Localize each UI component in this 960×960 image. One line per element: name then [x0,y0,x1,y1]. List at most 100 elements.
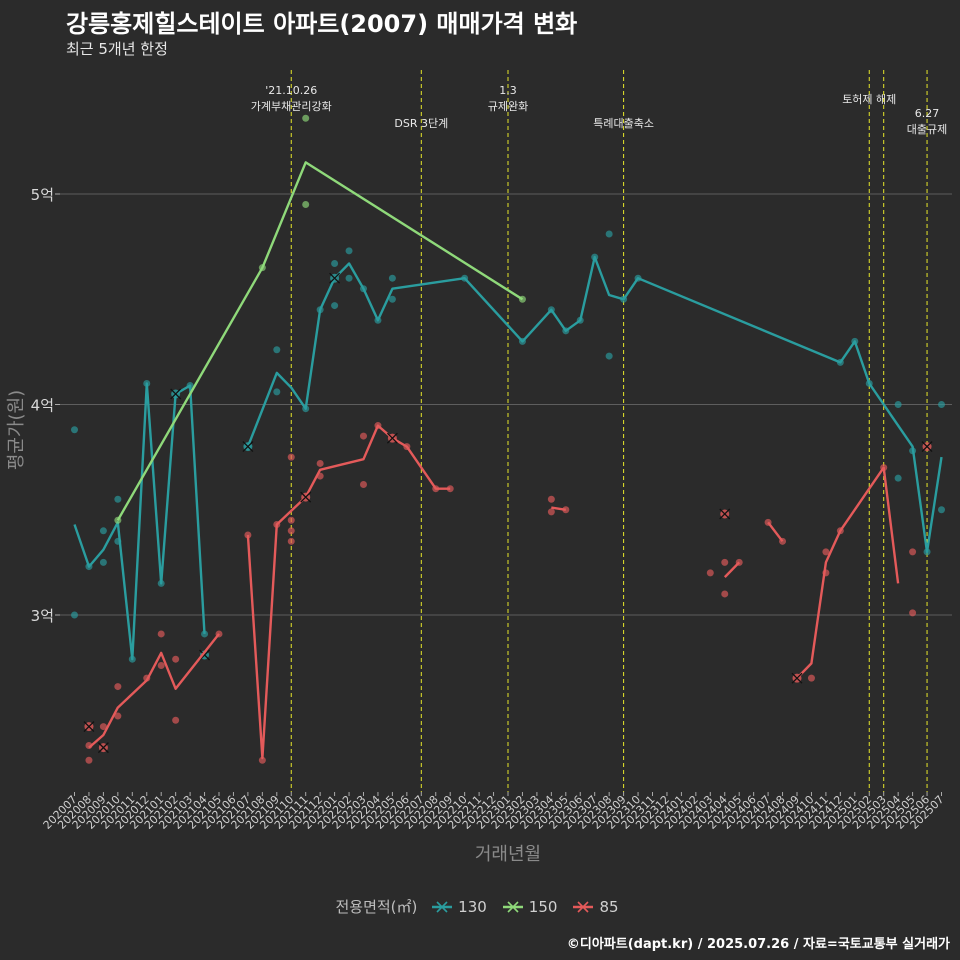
data-point [172,716,180,724]
data-point [938,401,945,408]
grid-lines [60,193,952,616]
data-point [345,274,353,282]
legend-swatch [573,901,594,913]
data-point [85,756,93,764]
series-150 [114,114,526,524]
event-annotation: 규제완화 [488,100,528,113]
data-point [721,558,729,566]
data-point [331,259,339,267]
data-point [302,114,310,122]
series-line [246,424,451,760]
data-point [99,723,107,731]
cross-marker [719,508,731,520]
data-point [99,558,107,566]
cross-marker [329,272,341,284]
cross-marker [921,441,933,453]
data-point [388,295,396,303]
data-point [894,474,902,482]
data-point [287,527,295,535]
data-point [331,302,339,310]
data-point [157,662,165,670]
data-point [360,432,367,440]
data-point [345,247,353,255]
data-point [360,480,367,488]
series-layer [71,114,945,764]
series-line [88,633,220,749]
data-point [938,506,945,514]
data-point [71,426,78,434]
legend: 전용면적(㎡) 130 150 85 [0,896,960,917]
cross-marker [242,441,254,453]
cross-marker [170,388,182,400]
event-annotation: DSR 3단계 [394,117,448,130]
data-point [909,548,917,556]
event-annotation: 토허제 해제 [842,92,896,106]
event-annotation: 가계부채관리강화 [251,100,332,113]
data-point [114,712,122,720]
data-point [114,495,122,503]
page-title: 강릉홍제힐스테이트 아파트(2007) 매매가격 변화 [66,10,578,38]
data-point [547,495,555,503]
series-130 [71,230,945,663]
series-line [796,466,900,679]
y-tick-label-1: 4억 [31,397,54,415]
data-point [114,683,122,691]
series-line [246,255,943,554]
data-point [894,401,902,408]
y-tick-label-2: 5억 [31,186,54,204]
data-point [388,274,396,282]
event-annotation: 6.27 [915,107,940,120]
legend-swatch [432,901,453,913]
legend-title: 전용면적(㎡) [335,898,418,916]
data-point [316,459,324,467]
series-line [767,521,784,543]
data-point [273,388,281,396]
source-caption: ©디아파트(dapt.kr) / 2025.07.26 / 자료=국토교통부 실… [566,937,950,952]
data-point [822,548,830,556]
series-line [73,382,206,661]
data-point [605,352,613,360]
data-point [605,230,613,238]
data-point [258,756,266,764]
event-annotation: 특례대출축소 [593,117,654,130]
data-point [547,508,555,516]
series-85 [83,422,933,764]
data-point [99,527,107,535]
page-subtitle: 최근 5개년 한정 [66,40,168,58]
data-point [807,674,815,682]
data-point [287,537,295,545]
legend-keys: 130 150 85 [422,897,624,916]
legend-item-150: 150 [501,897,564,916]
data-point [909,609,917,617]
event-annotation: 대출규제 [907,123,947,136]
series-line [116,161,524,521]
cross-marker [199,649,211,661]
data-point [201,630,209,638]
series-line [723,561,741,578]
event-annotation: 1.3 [499,84,517,97]
data-point [721,590,729,598]
legend-label: 130 [458,897,487,916]
legend-label: 150 [528,897,558,916]
x-axis-label: 거래년월 [475,844,541,865]
axis-layer: 3억4억5억2020072020082020092020102020112020… [31,186,947,832]
data-point [157,630,165,638]
cross-marker [83,721,95,733]
cross-marker [386,432,398,444]
cross-marker [791,672,803,684]
data-point [302,201,310,209]
data-point [71,611,78,619]
event-annotation: '21.10.26 [265,84,317,97]
series-line [551,506,566,511]
data-point [287,516,295,524]
legend-item-130: 130 [430,897,493,916]
cross-marker [97,742,109,754]
data-point [287,453,295,461]
y-tick-label-0: 3억 [31,607,54,625]
legend-item-85: 85 [571,897,624,916]
y-axis-label: 평균가(원) [6,390,27,470]
cross-marker [300,491,312,503]
data-point [706,569,714,577]
